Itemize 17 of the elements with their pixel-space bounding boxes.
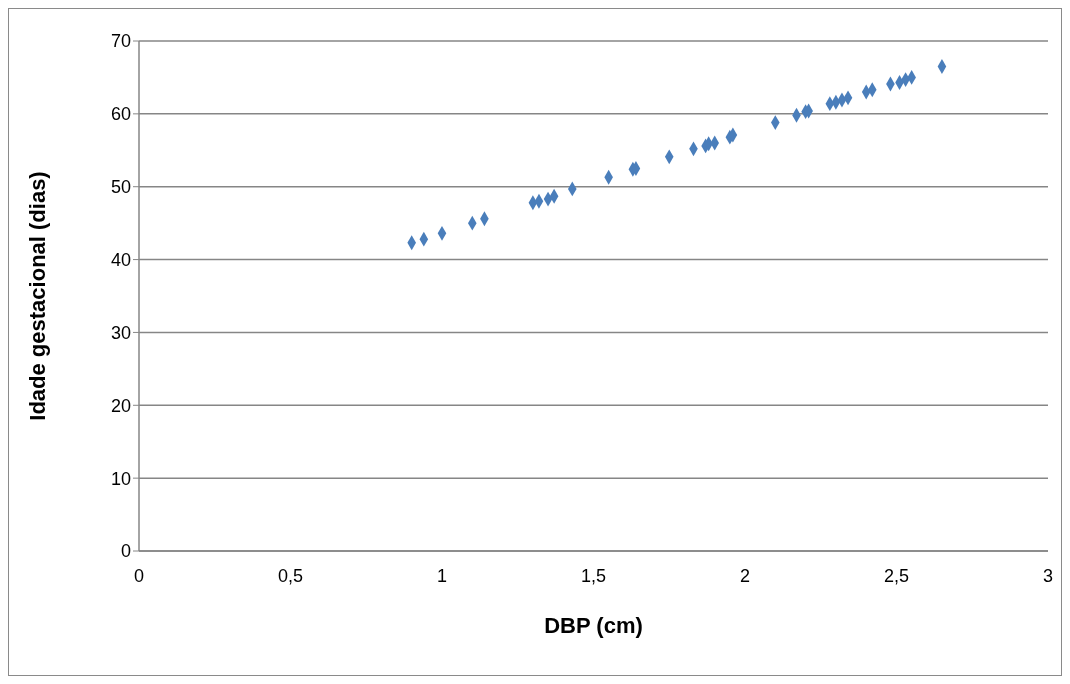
y-tick-label: 50 <box>110 177 131 198</box>
x-tick-label: 3 <box>1042 565 1054 586</box>
y-tick-label: 20 <box>110 395 131 416</box>
x-axis-title: DBP (cm) <box>544 613 643 638</box>
x-tick-label: 2 <box>739 565 751 586</box>
y-tick-label: 70 <box>110 31 131 52</box>
y-axis-title: Idade gestacional (dias) <box>24 171 50 421</box>
x-tick-label: 2,5 <box>883 565 910 586</box>
y-tick-label: 60 <box>110 104 131 125</box>
x-tick-label: 0 <box>133 565 145 586</box>
y-tick-label: 0 <box>120 541 131 562</box>
y-tick-label: 40 <box>110 249 131 270</box>
x-tick-label: 0,5 <box>277 565 304 586</box>
x-tick-label: 1,5 <box>580 565 607 586</box>
y-tick-label: 10 <box>110 468 131 489</box>
y-tick-label: 30 <box>110 322 131 343</box>
x-tick-label: 1 <box>436 565 448 586</box>
